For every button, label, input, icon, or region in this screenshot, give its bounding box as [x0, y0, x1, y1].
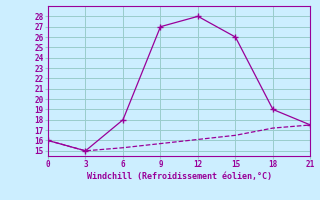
X-axis label: Windchill (Refroidissement éolien,°C): Windchill (Refroidissement éolien,°C) [87, 172, 272, 181]
